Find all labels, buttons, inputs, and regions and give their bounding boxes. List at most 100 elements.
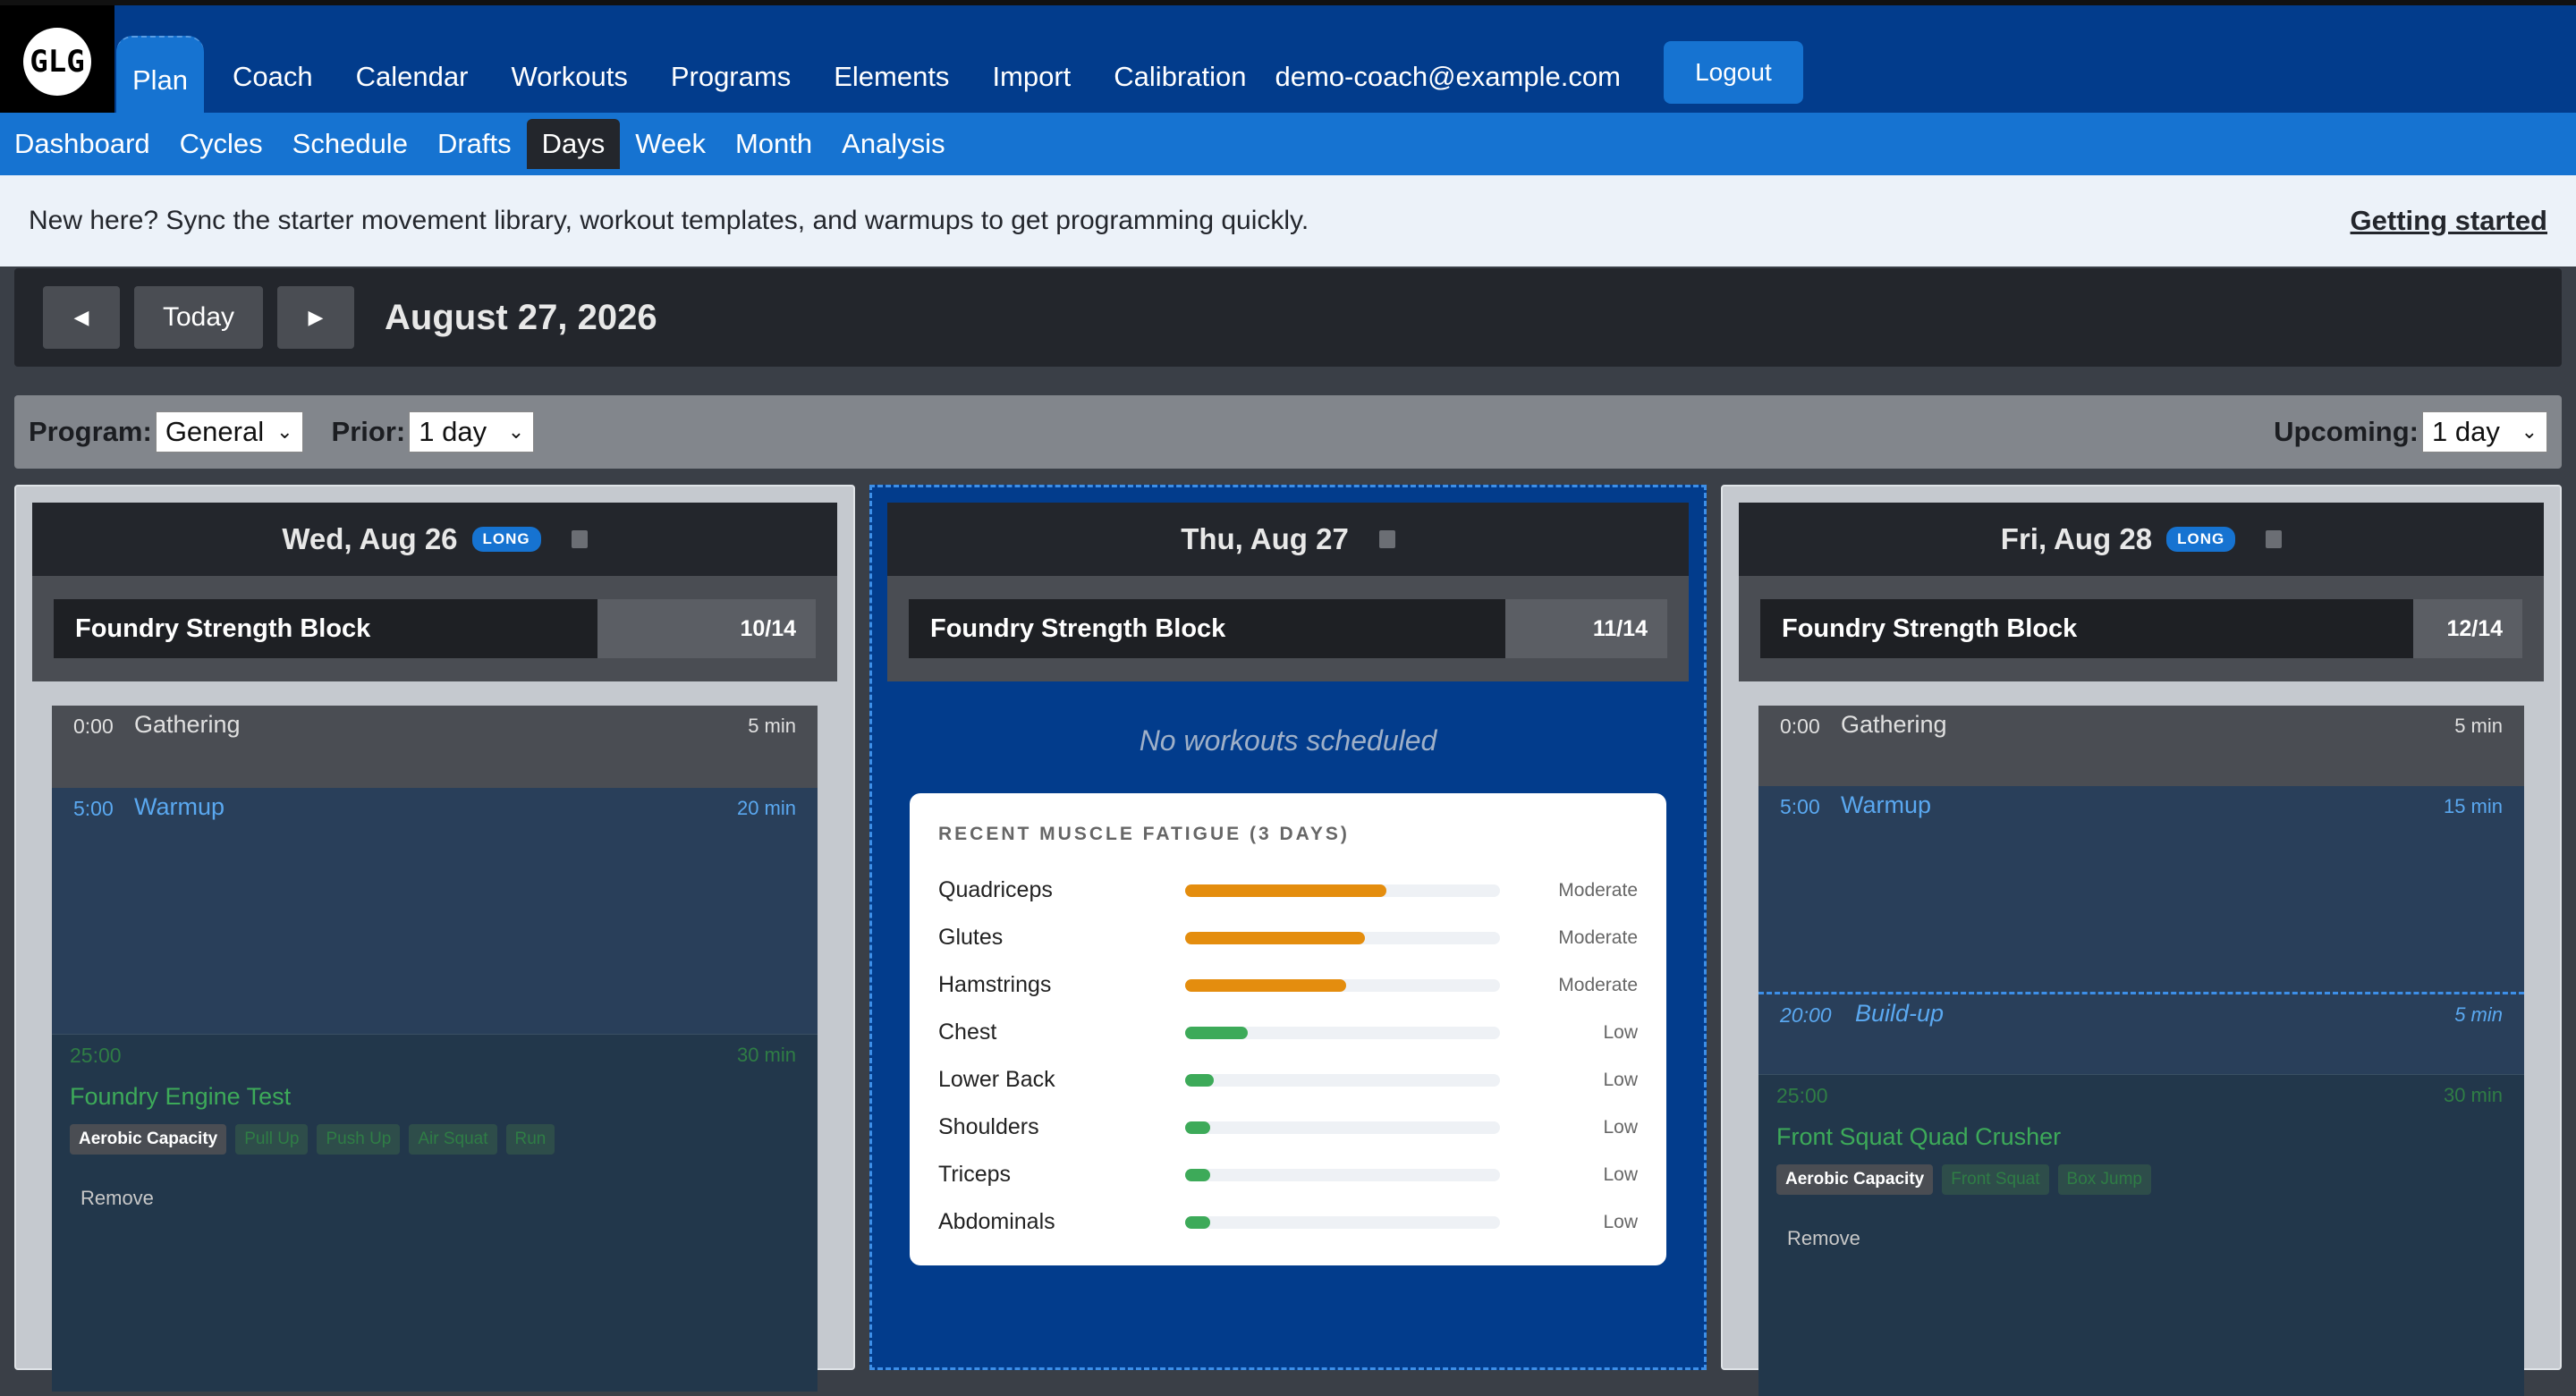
workout-block[interactable]: 25:00 30 min Front Squat Quad Crusher Ae… — [1758, 1074, 2524, 1396]
day-date: Fri, Aug 28 — [2000, 522, 2153, 555]
subnav-drafts[interactable]: Drafts — [436, 128, 512, 159]
program-progress-bar: Foundry Strength Block 12/14 — [1760, 599, 2522, 658]
upcoming-select[interactable]: 1 day ⌄ — [2422, 411, 2547, 453]
fatigue-title: RECENT MUSCLE FATIGUE (3 DAYS) — [938, 824, 1350, 844]
muscle-name: Lower Back — [938, 1067, 1055, 1092]
nav-programs[interactable]: Programs — [670, 61, 792, 92]
onboarding-banner: New here? Sync the starter movement libr… — [0, 175, 2576, 267]
fatigue-bar — [1185, 931, 1500, 944]
fatigue-bar-fill — [1185, 931, 1365, 944]
subnav-week[interactable]: Week — [635, 128, 706, 159]
nav-coach[interactable]: Coach — [233, 61, 313, 92]
gathering-block[interactable]: 0:00 Gathering 5 min — [52, 706, 818, 788]
app-logo[interactable]: GLG — [0, 5, 114, 118]
main-nav: Plan Coach Calendar Workouts Programs El… — [116, 36, 1803, 116]
program-day-count: 10/14 — [740, 615, 796, 641]
workout-block[interactable]: 25:00 30 min Foundry Engine Test Aerobic… — [52, 1034, 818, 1392]
subnav-dashboard[interactable]: Dashboard — [14, 128, 150, 159]
block-time: 20:00 — [1780, 1003, 1832, 1027]
fatigue-row: Glutes Moderate — [938, 914, 1638, 961]
block-time: 0:00 — [1780, 715, 1820, 738]
prior-label: Prior: — [331, 416, 406, 447]
long-badge: LONG — [2166, 527, 2236, 552]
fatigue-bar — [1185, 1121, 1500, 1134]
tag-air-squat: Air Squat — [409, 1124, 497, 1155]
program-name: Foundry Strength Block — [930, 613, 1226, 643]
day-column-current: Thu, Aug 27 Foundry Strength Block 11/14… — [869, 485, 1707, 1370]
program-day-count: 11/14 — [1592, 615, 1648, 641]
program-progress-section: Foundry Strength Block 11/14 — [887, 576, 1689, 681]
tag-push-up: Push Up — [317, 1124, 401, 1155]
buildup-block[interactable]: 20:00 Build-up 5 min — [1758, 992, 2524, 1074]
progress-fill — [909, 599, 1505, 658]
workout-tags: Aerobic Capacity Front Squat Box Jump — [1776, 1164, 2160, 1195]
program-progress-bar: Foundry Strength Block 10/14 — [54, 599, 816, 658]
warmup-block[interactable]: 5:00 Warmup 15 min — [1758, 786, 2524, 992]
subnav-days[interactable]: Days — [526, 119, 621, 169]
fatigue-level: Low — [1603, 1211, 1638, 1232]
remove-workout-button[interactable]: Remove — [1787, 1227, 1860, 1249]
upcoming-select-value: 1 day — [2432, 416, 2500, 447]
fatigue-level: Moderate — [1558, 879, 1638, 901]
tag-run: Run — [505, 1124, 555, 1155]
day-date: Wed, Aug 26 — [282, 522, 458, 555]
clipboard-icon[interactable] — [571, 530, 588, 548]
muscle-name: Triceps — [938, 1162, 1012, 1187]
nav-calibration[interactable]: Calibration — [1114, 61, 1247, 92]
sub-nav: Dashboard Cycles Schedule Drafts Days We… — [0, 113, 2576, 175]
program-day-count: 12/14 — [2446, 615, 2503, 641]
fatigue-bar — [1185, 978, 1500, 992]
nav-workouts[interactable]: Workouts — [511, 61, 628, 92]
workout-name[interactable]: Foundry Engine Test — [70, 1083, 292, 1110]
fatigue-row: Lower Back Low — [938, 1056, 1638, 1104]
getting-started-link[interactable]: Getting started — [2350, 205, 2547, 236]
chevron-down-icon: ⌄ — [276, 420, 293, 443]
fatigue-row: Quadriceps Moderate — [938, 867, 1638, 914]
muscle-fatigue-card: RECENT MUSCLE FATIGUE (3 DAYS) Quadricep… — [910, 793, 1666, 1265]
program-label: Program: — [29, 416, 152, 447]
progress-fill — [54, 599, 598, 658]
block-name: Build-up — [1855, 1000, 1945, 1027]
chevron-down-icon: ⌄ — [507, 420, 525, 443]
nav-plan[interactable]: Plan — [116, 36, 205, 116]
program-select-value: General — [165, 416, 265, 447]
subnav-analysis[interactable]: Analysis — [842, 128, 945, 159]
clipboard-icon[interactable] — [2266, 530, 2283, 548]
program-name: Foundry Strength Block — [75, 613, 371, 643]
fatigue-level: Moderate — [1558, 926, 1638, 948]
block-duration: 15 min — [2443, 795, 2503, 817]
logout-button[interactable]: Logout — [1663, 41, 1803, 104]
block-name: Warmup — [134, 793, 225, 820]
next-day-button[interactable]: ▶ — [277, 286, 354, 349]
subnav-cycles[interactable]: Cycles — [179, 128, 263, 159]
warmup-block[interactable]: 5:00 Warmup 20 min — [52, 788, 818, 1034]
program-select[interactable]: General ⌄ — [155, 411, 303, 453]
fatigue-level: Low — [1603, 1069, 1638, 1090]
upcoming-label: Upcoming: — [2274, 416, 2419, 447]
block-time: 0:00 — [73, 715, 114, 738]
fatigue-level: Low — [1603, 1021, 1638, 1043]
subnav-schedule[interactable]: Schedule — [292, 128, 408, 159]
subnav-month[interactable]: Month — [734, 128, 813, 159]
nav-calendar[interactable]: Calendar — [355, 61, 469, 92]
fatigue-bar — [1185, 1215, 1500, 1229]
block-duration: 5 min — [748, 715, 796, 737]
clipboard-icon[interactable] — [1378, 530, 1395, 548]
tag-pull-up: Pull Up — [235, 1124, 309, 1155]
fatigue-bar — [1185, 1073, 1500, 1087]
prior-select[interactable]: 1 day ⌄ — [409, 411, 535, 453]
prev-day-button[interactable]: ◀ — [43, 286, 120, 349]
program-progress-bar: Foundry Strength Block 11/14 — [909, 599, 1667, 658]
block-time: 25:00 — [70, 1044, 122, 1067]
gathering-block[interactable]: 0:00 Gathering 5 min — [1758, 706, 2524, 786]
fatigue-bar — [1185, 884, 1500, 897]
program-progress-section: Foundry Strength Block 10/14 — [32, 576, 837, 681]
day-header: Wed, Aug 26 LONG — [32, 503, 837, 576]
remove-workout-button[interactable]: Remove — [80, 1187, 154, 1209]
today-button[interactable]: Today — [134, 286, 263, 349]
arrow-right-icon: ▶ — [308, 306, 324, 328]
nav-elements[interactable]: Elements — [834, 61, 950, 92]
logo-icon: GLG — [23, 28, 91, 96]
workout-name[interactable]: Front Squat Quad Crusher — [1776, 1123, 2062, 1150]
nav-import[interactable]: Import — [992, 61, 1072, 92]
